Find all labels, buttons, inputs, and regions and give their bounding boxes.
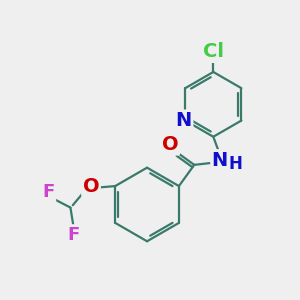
Text: F: F (43, 183, 55, 201)
Text: H: H (229, 155, 243, 173)
Text: N: N (176, 111, 192, 130)
Text: F: F (67, 226, 80, 244)
Text: O: O (83, 177, 99, 196)
Text: Cl: Cl (203, 42, 224, 62)
Text: N: N (212, 151, 228, 170)
Text: O: O (162, 135, 178, 154)
